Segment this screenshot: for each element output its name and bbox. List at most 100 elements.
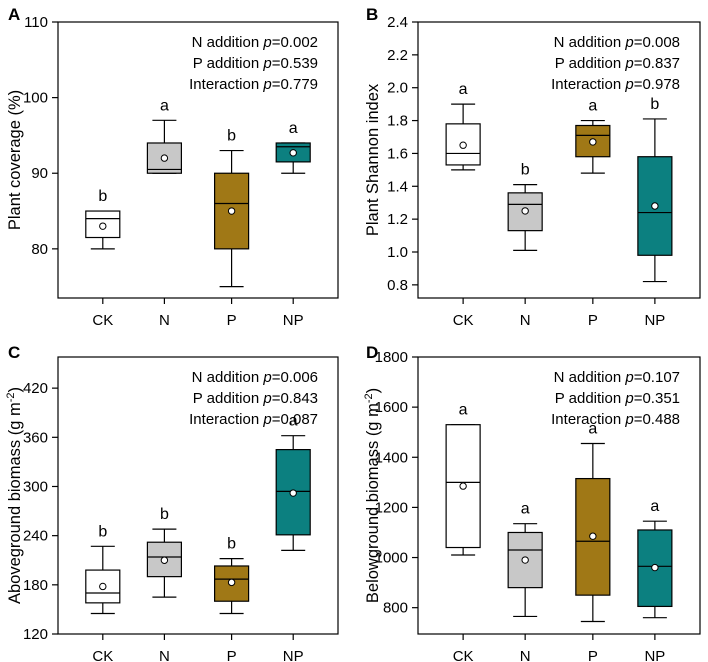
stat-label: P addition	[193, 55, 264, 72]
panel-a: A 80 90 100 110 Plant coverage (%) CK b Na Pb NP a…	[6, 5, 339, 329]
y-tick-label: 1.0	[387, 244, 408, 261]
plot-frame	[417, 21, 701, 299]
x-tick-label: P	[227, 312, 237, 329]
mean-marker	[289, 149, 297, 157]
y-axis-label: Plant coverage (%)	[6, 90, 24, 230]
stat-label: P addition	[193, 390, 264, 407]
y-axis-label: Belowground biomass (g m-2)	[363, 388, 382, 603]
stat-line: N addition p=0.008	[554, 34, 680, 51]
mean-marker	[289, 489, 297, 497]
y-tick-label: 2.0	[387, 80, 408, 97]
y-tick-label: 1000	[375, 550, 408, 567]
significance-letter: b	[227, 536, 236, 553]
stat-p-symbol: p	[624, 34, 633, 51]
y-tick-label: 1.2	[387, 211, 408, 228]
y-tick-label: 360	[23, 429, 48, 446]
stat-p-value: p=0.107	[624, 369, 680, 386]
panel-b-letter: B	[366, 5, 378, 24]
y-tick-label: 1400	[375, 449, 408, 466]
y-tick-label: 1600	[375, 399, 408, 416]
x-tick-label: P	[588, 312, 598, 329]
stat-p-symbol: p	[624, 55, 633, 72]
y-tick-label: 800	[383, 600, 408, 617]
stat-p-value: p=0.978	[624, 76, 680, 93]
stat-label: N addition	[554, 34, 626, 51]
significance-letter: a	[521, 501, 530, 518]
significance-letter: b	[98, 523, 107, 540]
y-axis-label-end: )	[6, 387, 24, 393]
stat-p-symbol: p	[624, 411, 633, 428]
x-tick-label: P	[588, 648, 598, 662]
significance-letter: a	[650, 498, 659, 515]
significance-letter: b	[227, 128, 236, 145]
x-tick-label: NP	[644, 648, 665, 662]
stat-p-symbol: p	[624, 76, 633, 93]
stat-label: Interaction	[189, 411, 263, 428]
stat-line: N addition p=0.107	[554, 369, 680, 386]
panel-a-plot: 80 90 100 110 Plant coverage (%) CK b Na Pb NP a	[6, 14, 339, 329]
mean-marker	[651, 563, 659, 572]
stat-label: N addition	[554, 369, 626, 386]
stat-p-value: p=0.087	[262, 411, 318, 428]
panel-a-letter: A	[8, 5, 20, 24]
plot-frame	[417, 356, 701, 635]
mean-marker	[459, 482, 467, 490]
x-tick-label: NP	[644, 312, 665, 329]
stat-p-symbol: p	[624, 369, 633, 386]
significance-letter: a	[459, 402, 468, 419]
mean-marker	[99, 222, 107, 230]
stat-p-value: p=0.351	[624, 390, 680, 407]
stat-p-value: p=0.837	[624, 55, 680, 72]
significance-letter: b	[521, 162, 530, 179]
stat-p-symbol: p	[624, 390, 633, 407]
stat-label: Interaction	[189, 76, 263, 93]
mean-marker	[651, 202, 659, 210]
box-p	[575, 124, 611, 158]
stat-label: N addition	[192, 369, 264, 386]
y-tick-label: 100	[23, 90, 48, 107]
mean-marker	[160, 154, 169, 162]
y-axis-label: Plant Shannon index	[364, 83, 382, 236]
x-tick-label: NP	[283, 312, 304, 329]
significance-letter: a	[588, 420, 597, 437]
stat-p-symbol: p	[262, 76, 271, 93]
stat-label: N addition	[192, 34, 264, 51]
stat-p-value: p=0.539	[262, 55, 318, 72]
x-tick-label: NP	[283, 648, 304, 662]
y-axis-label: Aboveground biomass (g m-2)	[5, 387, 24, 604]
stat-label: P addition	[555, 55, 626, 72]
panel-d-stats: N addition p=0.107 P addition p=0.351 Inte…	[551, 369, 680, 428]
stat-line: N addition p=0.002	[192, 34, 318, 51]
mean-marker	[227, 578, 236, 587]
panel-d: D 800 1000 1200 1400 1600 1800 Belowground bio…	[363, 343, 701, 662]
mean-marker	[521, 207, 529, 215]
stat-line: P addition p=0.539	[193, 55, 318, 72]
significance-letter: b	[650, 96, 659, 113]
y-tick-label: 0.8	[387, 277, 408, 294]
x-tick-label: CK	[92, 648, 113, 662]
y-tick-label: 240	[23, 528, 48, 545]
mean-marker	[589, 532, 597, 540]
stat-p-value: p=0.008	[624, 34, 680, 51]
plot-frame	[57, 356, 339, 635]
y-tick-label: 300	[23, 478, 48, 495]
stat-line: Interaction p=0.488	[551, 411, 680, 428]
stat-line: P addition p=0.837	[555, 55, 680, 72]
significance-letter: a	[160, 97, 169, 114]
y-tick-label: 180	[23, 577, 48, 594]
mean-marker	[459, 141, 467, 149]
y-axis-label-superscript: -2	[363, 393, 375, 403]
stat-p-symbol: p	[262, 369, 271, 386]
x-tick-label: N	[159, 312, 170, 329]
y-tick-label: 2.2	[387, 47, 408, 64]
y-tick-label: 1800	[375, 349, 408, 366]
significance-letter: b	[160, 506, 169, 523]
stat-p-value: p=0.006	[262, 369, 318, 386]
stat-line: Interaction p=0.779	[189, 76, 318, 93]
y-tick-label: 1.4	[387, 178, 408, 195]
x-tick-label: N	[520, 648, 531, 662]
x-tick-label: CK	[453, 312, 474, 329]
